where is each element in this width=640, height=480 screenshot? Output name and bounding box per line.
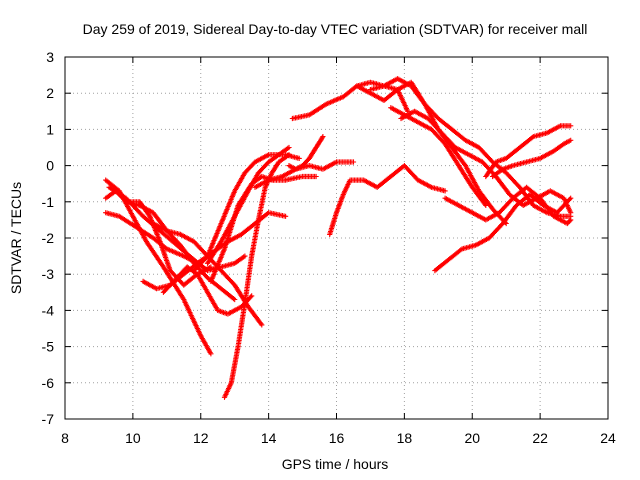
series-marks [367, 76, 574, 219]
series-marks [388, 105, 489, 208]
y-tick-label: -7 [42, 411, 55, 427]
y-tick-label: -1 [42, 194, 55, 210]
series-arc-09 [191, 152, 302, 274]
y-tick-label: -4 [42, 302, 55, 318]
x-tick-label: 24 [600, 430, 616, 446]
x-tick-label: 12 [193, 430, 209, 446]
series-marks [286, 134, 326, 172]
series-marks [289, 79, 411, 122]
grid-layer [65, 57, 608, 419]
series-arc-14 [286, 134, 326, 172]
y-tick-label: -2 [42, 230, 55, 246]
series-arc-18 [367, 76, 574, 219]
series-arc-23 [483, 123, 574, 180]
y-tick-label: -3 [42, 266, 55, 282]
x-tick-label: 20 [464, 430, 480, 446]
series-marks [327, 163, 448, 237]
x-tick-label: 14 [261, 430, 277, 446]
chart-title: Day 259 of 2019, Sidereal Day-to-day VTE… [83, 21, 588, 37]
series-arc-16 [327, 163, 448, 237]
y-tick-label: 2 [46, 85, 54, 101]
series-arc-24 [490, 137, 574, 180]
plot-frame [64, 56, 609, 420]
y-tick-label: 3 [46, 49, 54, 65]
y-tick-label: -6 [42, 375, 55, 391]
plot-area [103, 76, 574, 400]
series-arc-22 [442, 184, 574, 227]
series-arc-19 [388, 105, 489, 208]
x-tick-label: 8 [61, 430, 69, 446]
y-axis-label: SDTVAR / TECUs [8, 182, 24, 294]
x-axis-label: GPS time / hours [282, 456, 389, 472]
series-marks [442, 184, 574, 227]
series-marks [490, 137, 574, 180]
x-tick-label: 22 [532, 430, 548, 446]
x-tick-label: 18 [397, 430, 413, 446]
x-tick-label: 16 [329, 430, 345, 446]
series-marks [221, 152, 292, 400]
series-arc-15 [289, 79, 411, 122]
x-tick-label: 10 [125, 430, 141, 446]
series-arc-12 [221, 152, 292, 400]
series-marks [191, 152, 302, 274]
y-tick-label: -5 [42, 339, 55, 355]
y-tick-label: 0 [46, 158, 54, 174]
series-marks [483, 123, 574, 180]
y-tick-label: 1 [46, 121, 54, 137]
